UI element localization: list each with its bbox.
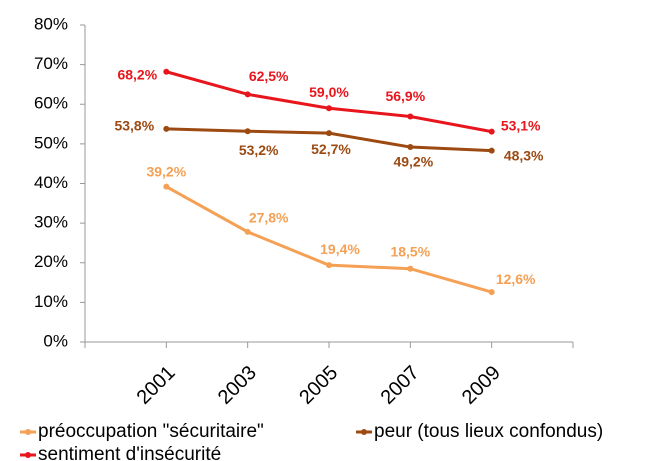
point xyxy=(326,130,332,137)
y-tick-label: 40% xyxy=(34,173,68,192)
data-label: 49,2% xyxy=(393,154,433,170)
point xyxy=(326,262,332,269)
legend-label: peur (tous lieux confondus) xyxy=(374,421,603,442)
y-tick-label: 70% xyxy=(34,54,68,73)
y-tick-label: 50% xyxy=(34,133,68,152)
x-tick-label: 2009 xyxy=(458,362,505,409)
legend-label: sentiment d'insécurité xyxy=(38,444,221,461)
y-tick-label: 10% xyxy=(34,292,68,311)
point xyxy=(244,128,251,135)
x-tick-label: 2001 xyxy=(133,362,180,409)
y-tick-label: 20% xyxy=(34,252,68,271)
data-label: 48,3% xyxy=(504,147,544,163)
data-label: 18,5% xyxy=(390,243,430,259)
y-tick-label: 30% xyxy=(34,213,68,232)
data-label: 53,1% xyxy=(501,117,541,133)
point xyxy=(488,289,495,296)
y-tick-label: 60% xyxy=(34,94,68,113)
data-label: 56,9% xyxy=(385,88,425,104)
y-tick-label: 0% xyxy=(43,331,68,350)
point xyxy=(488,128,495,135)
data-label: 19,4% xyxy=(320,241,360,257)
point xyxy=(407,144,414,151)
point xyxy=(407,113,414,120)
legend-dot xyxy=(361,429,367,435)
legend-label: préoccupation "sécuritaire" xyxy=(38,421,264,442)
data-label: 39,2% xyxy=(146,163,186,179)
data-label: 12,6% xyxy=(496,271,536,287)
data-label: 52,7% xyxy=(311,141,351,157)
x-tick-label: 2005 xyxy=(295,362,342,409)
data-label: 62,5% xyxy=(249,68,289,84)
point xyxy=(163,68,170,75)
x-tick-label: 2007 xyxy=(377,362,424,409)
data-label: 53,8% xyxy=(114,118,154,134)
legend-dot xyxy=(25,452,31,458)
data-label: 68,2% xyxy=(117,66,157,82)
data-label: 27,8% xyxy=(249,210,289,226)
point xyxy=(407,265,414,272)
series-line xyxy=(165,70,492,134)
point xyxy=(163,183,170,190)
data-label: 59,0% xyxy=(309,84,349,100)
series-line xyxy=(165,185,493,294)
x-tick-label: 2003 xyxy=(214,362,261,409)
y-tick-label: 80% xyxy=(34,14,68,33)
point xyxy=(244,91,251,98)
point xyxy=(163,125,170,132)
data-label: 53,2% xyxy=(239,142,279,158)
point xyxy=(488,147,495,154)
legend-dot xyxy=(25,429,31,435)
point xyxy=(326,105,332,112)
point xyxy=(244,228,251,235)
